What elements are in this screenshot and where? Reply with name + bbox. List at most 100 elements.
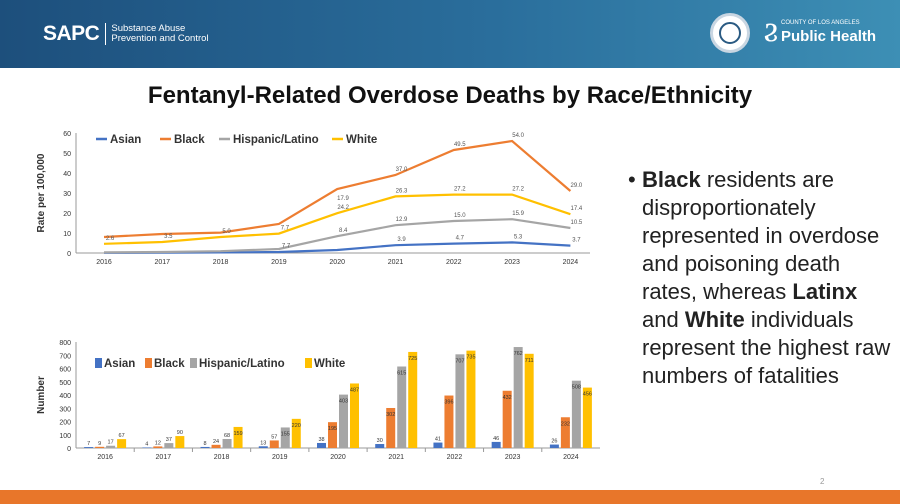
bar-y-tick-label: 300 [59, 406, 71, 413]
bar-data-label: 762 [514, 351, 523, 357]
bar-hispanic-latino [222, 438, 232, 448]
bar-asian [491, 441, 501, 448]
line-data-label: 3.5 [164, 234, 173, 240]
line-data-label: 29.0 [571, 183, 583, 189]
bar-hispanic-latino [513, 347, 523, 448]
bar-legend-label: White [314, 358, 345, 370]
bar-data-label: 30 [377, 438, 383, 444]
logo-divider [105, 23, 107, 45]
bold-black: Black [642, 167, 701, 192]
line-data-label: 17.4 [571, 206, 583, 212]
bar-x-tick-label: 2017 [156, 454, 172, 461]
bar-data-label: 24 [213, 439, 219, 445]
bar-hispanic-latino [280, 427, 290, 448]
bar-data-label: 37 [166, 437, 172, 443]
page-number: 2 [820, 477, 825, 486]
line-legend-label: Black [174, 134, 205, 146]
bar-hispanic-latino [455, 354, 465, 448]
line-legend-label: Asian [110, 134, 141, 146]
bold-white: White [684, 307, 745, 332]
bar-data-label: 46 [493, 436, 499, 442]
line-x-tick-label: 2018 [213, 259, 229, 266]
line-y-tick-label: 20 [63, 211, 71, 218]
county-seal-icon [710, 13, 750, 53]
bar-data-label: 195 [328, 426, 337, 432]
bar-asian [433, 442, 443, 448]
line-data-label: 27.2 [512, 187, 524, 193]
logo-sub-text: Substance Abuse Prevention and Control [111, 24, 208, 44]
bar-y-tick-label: 200 [59, 420, 71, 427]
bar-black [560, 417, 570, 448]
bar-white [582, 387, 592, 448]
line-y-tick-label: 30 [63, 191, 71, 198]
bar-white [117, 439, 127, 448]
bar-asian [84, 447, 94, 448]
line-data-label: 7.7 [282, 244, 291, 250]
logo-sub-line-1: Substance Abuse [111, 23, 186, 34]
bar-y-axis-title: Number [36, 376, 47, 414]
bar-asian [200, 446, 210, 448]
bar-data-label: 155 [281, 431, 290, 437]
line-x-tick-label: 2017 [155, 259, 171, 266]
bar-data-label: 220 [292, 423, 301, 429]
bar-data-label: 232 [561, 421, 570, 427]
bar-legend-swatch [305, 358, 312, 368]
bullet-text: Black residents are disproportionately r… [642, 166, 892, 390]
bar-x-tick-label: 2016 [97, 454, 113, 461]
bar-hispanic-latino [164, 443, 174, 448]
logo-main-text: SAPC [43, 22, 100, 45]
bar-y-tick-label: 400 [59, 393, 71, 400]
line-data-label: 10.5 [571, 220, 583, 226]
line-legend-label: Hispanic/Latino [233, 134, 319, 146]
bar-x-tick-label: 2023 [505, 454, 521, 461]
line-y-tick-label: 50 [63, 151, 71, 158]
line-series-black [103, 139, 572, 239]
bar-black [502, 390, 512, 448]
bar-x-tick-label: 2019 [272, 454, 288, 461]
line-series-hispanic-latino [103, 218, 571, 254]
bullet-dot-icon: • [628, 167, 636, 192]
bullet-text-1: residents are disproportionately represe… [642, 167, 880, 304]
ph-name-text: Public Health [781, 28, 877, 45]
bar-x-tick-label: 2022 [447, 454, 463, 461]
bar-hispanic-latino [397, 366, 407, 448]
bar-legend-label: Asian [104, 358, 135, 370]
bar-legend-swatch [145, 358, 152, 368]
line-y-tick-label: 40 [63, 171, 71, 178]
bar-white [233, 426, 243, 448]
bar-data-label: 90 [177, 430, 183, 436]
bar-data-label: 711 [525, 358, 534, 364]
line-data-label: 4.7 [456, 236, 465, 242]
bar-data-label: 159 [233, 431, 242, 437]
line-data-label: 54.0 [512, 133, 524, 139]
line-x-tick-label: 2016 [96, 259, 112, 266]
line-data-label: 26.3 [396, 188, 408, 194]
bar-y-tick-label: 800 [59, 340, 71, 347]
line-x-tick-label: 2023 [504, 259, 520, 266]
bar-legend-label: Hispanic/Latino [199, 358, 285, 370]
header-bar: SAPC Substance Abuse Prevention and Cont… [0, 0, 900, 68]
bar-white [350, 383, 359, 448]
bar-hispanic-latino [339, 394, 348, 448]
line-data-label: 2.6 [106, 236, 115, 242]
line-x-tick-label: 2019 [271, 259, 287, 266]
bar-black [153, 446, 163, 448]
line-x-tick-label: 2021 [388, 259, 404, 266]
bar-data-label: 67 [119, 433, 125, 439]
bar-y-tick-label: 600 [59, 367, 71, 374]
bar-legend-label: Black [154, 358, 185, 370]
bar-asian [317, 442, 326, 448]
bar-legend-swatch [95, 358, 102, 368]
bar-data-label: 615 [397, 371, 406, 377]
bar-white [524, 353, 534, 448]
bar-data-label: 403 [339, 399, 348, 405]
line-data-label: 17.9 [337, 196, 349, 202]
bar-data-label: 725 [408, 356, 417, 362]
line-x-tick-label: 2020 [329, 259, 345, 266]
line-series-white [103, 193, 571, 245]
bar-data-label: 432 [503, 395, 512, 401]
line-data-label: 5.3 [514, 234, 523, 240]
bar-data-label: 735 [466, 355, 475, 361]
bar-data-label: 4 [145, 441, 148, 447]
bar-white [466, 350, 476, 448]
